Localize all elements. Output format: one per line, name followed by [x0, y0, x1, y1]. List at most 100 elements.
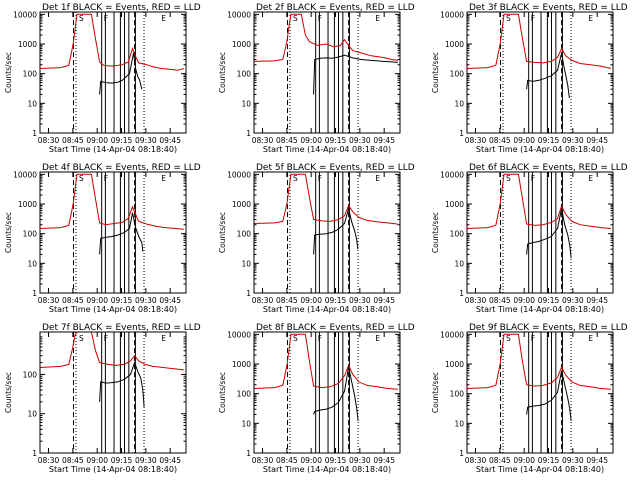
- x-tick-label: 09:45: [159, 456, 181, 465]
- x-tick-label: 08:30: [252, 456, 274, 465]
- series-line-lld: [467, 13, 612, 69]
- y-axis-label: Counts/sec: [218, 52, 227, 93]
- x-tick-label: 09:00: [513, 136, 535, 145]
- x-axis-label: Start Time (14-Apr-04 08:18:40): [476, 145, 604, 154]
- series-line-events: [99, 212, 144, 255]
- y-tick-label: 1000: [445, 360, 464, 369]
- x-tick-label: 08:45: [489, 456, 511, 465]
- plot-area: [254, 172, 398, 293]
- marker-letter: E: [375, 174, 380, 183]
- y-tick-label: 10: [27, 259, 37, 268]
- marker-letter: S: [79, 174, 84, 183]
- panel-title: Det 5f BLACK = Events, RED = LLD: [256, 163, 415, 173]
- marker-letter: S: [293, 14, 298, 23]
- y-tick-label: 1: [32, 449, 37, 458]
- y-axis-label: Counts/sec: [4, 372, 13, 413]
- y-tick-label: 100: [450, 230, 465, 239]
- y-axis-label: Counts/sec: [431, 372, 440, 413]
- x-tick-label: 08:45: [489, 296, 511, 305]
- y-tick-label: 10000: [227, 10, 251, 19]
- y-tick-label: 1: [246, 449, 251, 458]
- marker-letter: S: [293, 334, 298, 343]
- plot-frame: [39, 11, 187, 134]
- marker-letter: E: [375, 334, 380, 343]
- marker-letter: S: [79, 334, 84, 343]
- x-tick-label: 08:45: [489, 136, 511, 145]
- panel-title: Det 3f BLACK = Events, RED = LLD: [469, 3, 628, 13]
- x-tick-label: 09:30: [349, 456, 371, 465]
- x-tick-label: 09:00: [300, 136, 322, 145]
- x-axis-label: Start Time (14-Apr-04 08:18:40): [263, 305, 391, 314]
- x-tick-label: 09:45: [373, 296, 395, 305]
- x-tick-label: 08:45: [276, 296, 298, 305]
- x-tick-label: 09:30: [562, 136, 584, 145]
- panel-title: Det 8f BLACK = Events, RED = LLD: [256, 323, 415, 333]
- marker-letter: E: [161, 14, 166, 23]
- plot-frame: [39, 171, 187, 294]
- series-line-events: [313, 366, 359, 422]
- x-tick-label: 08:30: [465, 296, 487, 305]
- y-tick-label: 10000: [440, 10, 464, 19]
- series-line-lld: [254, 13, 398, 62]
- y-axis-label: Counts/sec: [4, 212, 13, 253]
- x-tick-label: 09:30: [562, 456, 584, 465]
- x-tick-label: 08:30: [252, 296, 274, 305]
- plot-frame: [466, 171, 614, 294]
- marker-letter: F: [318, 334, 322, 343]
- x-tick-label: 09:30: [562, 296, 584, 305]
- x-tick-label: 09:45: [586, 456, 608, 465]
- x-tick-label: 09:15: [538, 296, 560, 305]
- marker-letter: E: [375, 14, 380, 23]
- y-tick-label: 1: [246, 129, 251, 138]
- plot-frame: [253, 11, 401, 134]
- marker-letter: F: [531, 14, 535, 23]
- y-axis-label: Counts/sec: [218, 372, 227, 413]
- series-line-events: [526, 370, 572, 422]
- x-tick-label: 08:45: [276, 456, 298, 465]
- x-tick-label: 08:45: [62, 296, 84, 305]
- y-tick-label: 100: [23, 70, 38, 79]
- x-tick-label: 09:00: [300, 456, 322, 465]
- plot-area: [254, 12, 398, 133]
- series-line-events: [313, 54, 398, 95]
- plot-area: [40, 332, 184, 453]
- marker-letter: F: [531, 334, 535, 343]
- x-axis-label: Start Time (14-Apr-04 08:18:40): [476, 305, 604, 314]
- series-line-events: [526, 52, 570, 99]
- x-axis-label: Start Time (14-Apr-04 08:18:40): [263, 465, 391, 474]
- y-tick-label: 1000: [18, 40, 37, 49]
- y-tick-label: 10000: [440, 330, 464, 339]
- y-tick-label: 1000: [445, 200, 464, 209]
- marker-letter: F: [318, 14, 322, 23]
- y-tick-label: 10: [27, 410, 37, 419]
- y-tick-label: 10: [241, 259, 251, 268]
- series-line-lld: [40, 13, 185, 71]
- x-tick-label: 09:45: [159, 136, 181, 145]
- x-tick-label: 08:30: [38, 136, 60, 145]
- x-tick-label: 08:45: [276, 136, 298, 145]
- x-tick-label: 08:30: [465, 136, 487, 145]
- marker-letter: S: [506, 14, 511, 23]
- series-line-lld: [467, 173, 611, 229]
- x-tick-label: 09:15: [111, 456, 133, 465]
- marker-letter: E: [161, 334, 166, 343]
- x-tick-label: 09:15: [538, 456, 560, 465]
- panel-title: Det 7f BLACK = Events, RED = LLD: [42, 323, 201, 333]
- y-tick-label: 100: [23, 370, 38, 379]
- plot-frame: [466, 11, 614, 134]
- x-tick-label: 09:45: [373, 136, 395, 145]
- x-tick-label: 09:30: [349, 136, 371, 145]
- y-tick-label: 100: [237, 390, 252, 399]
- x-tick-label: 09:00: [513, 456, 535, 465]
- y-tick-label: 1: [459, 289, 464, 298]
- y-tick-label: 10: [454, 419, 464, 428]
- y-axis-label: Counts/sec: [4, 52, 13, 93]
- y-tick-label: 1000: [232, 40, 251, 49]
- x-axis-label: Start Time (14-Apr-04 08:18:40): [49, 305, 177, 314]
- marker-letter: F: [104, 334, 108, 343]
